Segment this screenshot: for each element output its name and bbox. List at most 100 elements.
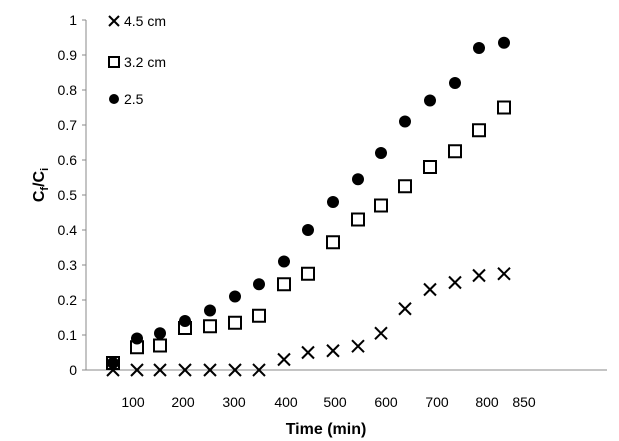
x-tick-labels: 100 200 300 400 500 600 700 800 850 [121,394,536,410]
data-point [399,115,411,128]
data-point [327,196,339,208]
x-marker-stroke [252,363,266,377]
data-point [398,302,412,316]
data-point [204,304,216,317]
x-marker-stroke [130,363,144,377]
data-point [472,268,486,283]
data-point [374,326,388,340]
x-tick-label: 700 [425,394,449,410]
y-tick-label: 0.2 [58,292,78,308]
series-3 [107,36,510,369]
data-point [228,315,242,330]
data-point [178,363,192,377]
x-tick-label: 500 [323,394,347,410]
x-marker-stroke [277,352,291,367]
y-tick-label: 0.9 [58,47,78,63]
data-points [106,36,511,377]
x-tick-label: 100 [121,394,145,410]
data-point [498,36,510,49]
y-tick-labels: 0 0.1 0.2 0.3 0.4 0.5 0.6 0.7 0.8 0.9 1 [58,12,86,378]
data-point [154,327,166,340]
data-point [375,147,387,159]
series-2 [106,100,511,370]
data-point [497,267,511,281]
x-tick-label: 600 [374,394,398,410]
y-tick-label: 0.3 [58,257,78,273]
data-point [229,290,241,303]
y-tick-label: 0 [69,362,77,378]
y-tick-label: 0.4 [58,222,78,238]
x-marker-stroke [108,15,120,27]
x-tick-label: 850 [512,394,536,410]
legend: 4.5 cm 3.2 cm 2.5 [108,13,166,107]
data-point [352,173,364,186]
data-point [203,319,217,334]
data-point [277,277,291,292]
x-marker-stroke [203,363,217,377]
y-axis-title: Cf/Ci [31,168,51,202]
x-marker-stroke [472,268,486,283]
data-point [473,42,485,54]
data-point [423,282,437,297]
data-point [301,266,315,281]
data-point [374,198,388,213]
x-marker-stroke [351,339,365,353]
x-marker-stroke [228,363,242,377]
x-marker-stroke [326,344,340,358]
series-1 [106,267,511,377]
data-point [253,278,265,291]
x-marker-stroke [398,302,412,316]
legend-item: 2.5 [109,91,144,107]
data-point [424,94,436,107]
x-marker-stroke [153,363,167,377]
data-point [448,275,462,290]
data-point [252,363,266,377]
y-tick-label: 1 [69,12,77,28]
legend-label: 3.2 cm [124,54,166,70]
x-tick-label: 200 [171,394,195,410]
data-point [203,363,217,377]
x-tick-label: 400 [274,394,298,410]
data-point [179,315,191,327]
x-tick-label: 800 [475,394,499,410]
data-point [228,363,242,377]
x-marker-stroke [448,275,462,290]
data-point [302,224,314,236]
data-point [448,144,462,159]
data-point [277,352,291,367]
x-marker-stroke [423,282,437,297]
x-marker-stroke [497,267,511,281]
data-point [153,363,167,377]
x-tick-label: 300 [222,394,246,410]
legend-label: 4.5 cm [124,13,166,29]
data-point [107,357,119,369]
data-point [326,235,340,250]
data-point [130,363,144,377]
y-tick-label: 0.1 [58,327,78,343]
y-tick-label: 0.7 [58,117,78,133]
data-point [131,332,143,345]
data-point [472,123,486,138]
legend-item: 3.2 cm [108,54,166,70]
legend-label: 2.5 [124,91,144,107]
data-point [252,308,266,323]
data-point [301,345,315,360]
data-point [278,255,290,268]
data-point [326,344,340,358]
data-point [351,212,365,227]
y-tick-label: 0.8 [58,82,78,98]
legend-item: 4.5 cm [108,13,166,29]
x-marker-stroke [178,363,192,377]
x-marker-stroke [301,345,315,360]
data-point [497,100,511,115]
y-tick-label: 0.6 [58,152,78,168]
data-point [351,339,365,353]
legend-marker [108,15,120,27]
data-point [423,160,437,174]
x-marker-stroke [374,326,388,340]
data-point [449,77,461,89]
data-point [153,338,167,353]
y-tick-label: 0.5 [58,187,78,203]
legend-marker [109,94,119,104]
